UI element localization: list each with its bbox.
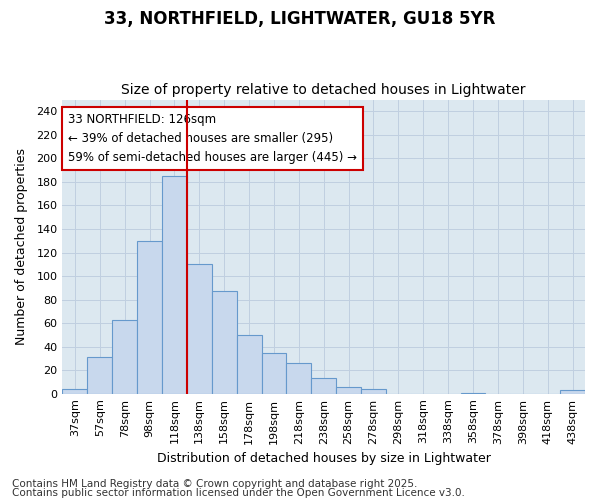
Bar [112,320,137,394]
Bar [336,386,361,394]
Title: Size of property relative to detached houses in Lightwater: Size of property relative to detached ho… [121,83,526,97]
Bar [236,335,262,394]
Y-axis label: Number of detached properties: Number of detached properties [15,148,28,345]
Bar [286,363,311,394]
Text: Contains public sector information licensed under the Open Government Licence v3: Contains public sector information licen… [12,488,465,498]
X-axis label: Distribution of detached houses by size in Lightwater: Distribution of detached houses by size … [157,452,491,465]
Bar [262,352,286,394]
Text: 33 NORTHFIELD: 126sqm
← 39% of detached houses are smaller (295)
59% of semi-det: 33 NORTHFIELD: 126sqm ← 39% of detached … [68,113,356,164]
Bar [162,176,187,394]
Text: Contains HM Land Registry data © Crown copyright and database right 2025.: Contains HM Land Registry data © Crown c… [12,479,418,489]
Bar [361,389,386,394]
Bar [311,378,336,394]
Bar [62,389,88,394]
Bar [461,392,485,394]
Bar [187,264,212,394]
Text: 33, NORTHFIELD, LIGHTWATER, GU18 5YR: 33, NORTHFIELD, LIGHTWATER, GU18 5YR [104,10,496,28]
Bar [137,240,162,394]
Bar [560,390,585,394]
Bar [212,292,236,394]
Bar [88,357,112,394]
